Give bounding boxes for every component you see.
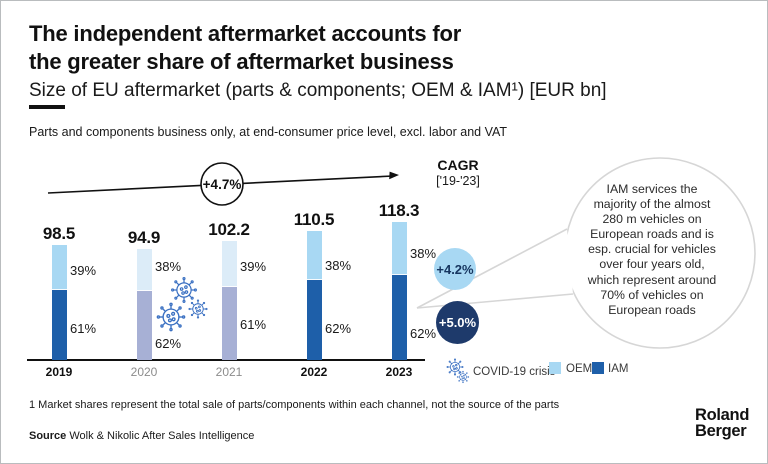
source-line: Source Wolk & Nikolic After Sales Intell… (29, 430, 254, 442)
footnote: 1 Market shares represent the total sale… (29, 399, 560, 411)
covid-virus-icon (156, 277, 208, 332)
title-underline-dash (29, 105, 65, 109)
legend-oem-label: OEM (566, 363, 593, 375)
legend-iam-swatch (592, 362, 604, 374)
bar-2023 (392, 222, 407, 360)
bar-total-2023: 118.3 (378, 201, 420, 220)
subtitle: Size of EU aftermarket (parts & componen… (29, 80, 607, 101)
bar-2019 (52, 245, 67, 360)
bar-2022 (307, 231, 322, 360)
bar-segment-iam-2021 (222, 287, 237, 360)
year-label-2020: 2020 (130, 365, 158, 379)
cagr-iam-badge: +5.0% (436, 301, 479, 344)
source-text: Wolk & Nikolic After Sales Intelligence (69, 430, 255, 442)
title-line-1: The independent aftermarket accounts for (29, 21, 462, 46)
iam-share-2023: 62% (410, 326, 437, 341)
page-title: The independent aftermarket accounts for… (29, 20, 461, 76)
iam-share-2021: 61% (240, 317, 267, 332)
speech-bubble-text: IAM services the majority of the almost … (587, 182, 717, 317)
bar-2020 (137, 249, 152, 360)
cagr-oem-badge: +4.2% (434, 248, 476, 290)
bar-total-2020: 94.9 (127, 228, 161, 247)
year-label-2023: 2023 (385, 365, 413, 379)
bar-total-2022: 110.5 (293, 210, 335, 229)
logo-line-2: Berger (695, 422, 747, 440)
bar-segment-iam-2020 (137, 291, 152, 360)
iam-share-2022: 62% (325, 321, 352, 336)
legend-oem-swatch (549, 362, 561, 374)
legend-iam-label: IAM (608, 363, 629, 375)
iam-share-2019: 61% (70, 321, 97, 336)
roland-berger-logo: Roland Berger (695, 406, 750, 440)
iam-share-2020: 62% (155, 336, 182, 351)
logo-line-1: Roland (695, 406, 750, 424)
trend-arrow: +4.7% (47, 162, 399, 206)
bar-segment-oem-2019 (52, 245, 67, 290)
covid-legend-icon (446, 358, 470, 384)
cagr-period: ['19-'23] (436, 174, 480, 188)
year-label-2021: 2021 (215, 365, 243, 379)
bar-segment-iam-2019 (52, 290, 67, 360)
oem-share-2019: 39% (70, 263, 97, 278)
oem-share-2022: 38% (325, 258, 352, 273)
year-label-2019: 2019 (45, 365, 73, 379)
cagr-title: CAGR (437, 157, 479, 173)
bar-segment-oem-2022 (307, 231, 322, 280)
oem-share-2021: 39% (240, 259, 267, 274)
cagr-heading: CAGR ['19-'23] (422, 157, 494, 188)
title-line-2: the greater share of aftermarket busines… (29, 49, 454, 74)
x-axis-line (27, 359, 425, 361)
bar-total-2021: 102.2 (208, 220, 250, 239)
oem-share-2020: 38% (155, 259, 182, 274)
oem-share-2023: 38% (410, 246, 437, 261)
legend-covid-label: COVID-19 crisis (473, 366, 556, 378)
year-label-2022: 2022 (300, 365, 328, 379)
bar-total-2019: 98.5 (42, 224, 76, 243)
bar-segment-iam-2022 (307, 280, 322, 360)
source-label: Source (29, 430, 67, 442)
bar-segment-oem-2023 (392, 222, 407, 275)
bar-segment-oem-2021 (222, 241, 237, 287)
trend-cagr-label: +4.7% (203, 177, 242, 192)
scope-note: Parts and components business only, at e… (29, 125, 508, 139)
bar-segment-iam-2023 (392, 275, 407, 360)
bar-2021 (222, 241, 237, 360)
bar-segment-oem-2020 (137, 249, 152, 291)
